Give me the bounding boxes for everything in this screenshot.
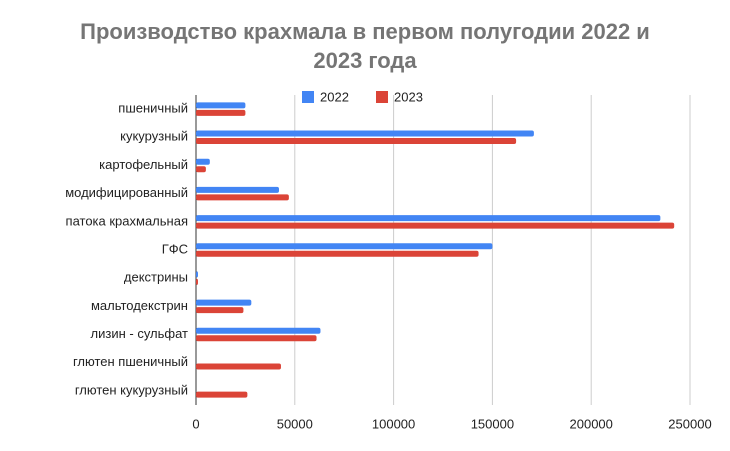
bar <box>196 250 479 257</box>
bar <box>196 299 252 306</box>
bar <box>196 307 244 314</box>
y-tick-label: глютен пшеничный <box>73 354 188 369</box>
bar <box>196 166 206 173</box>
bar <box>196 327 321 334</box>
legend-label: 2022 <box>320 89 349 104</box>
chart-title: Производство крахмала в первом полугодии… <box>80 19 650 44</box>
x-tick-label: 200000 <box>570 416 613 431</box>
bar <box>196 243 493 250</box>
bar <box>196 391 248 398</box>
y-tick-label: ГФС <box>162 241 188 256</box>
bar <box>196 335 317 342</box>
y-tick-label: кукурузный <box>120 129 188 144</box>
bar <box>196 130 534 137</box>
bar <box>196 109 246 116</box>
bar <box>196 215 661 222</box>
x-tick-label: 50000 <box>277 416 313 431</box>
y-tick-label: модифицированный <box>65 185 188 200</box>
x-tick-label: 150000 <box>471 416 514 431</box>
bar <box>196 158 210 165</box>
bar <box>196 102 246 109</box>
bar <box>196 186 279 193</box>
bar <box>196 138 517 145</box>
y-tick-label: пшеничный <box>118 101 188 116</box>
y-tick-label: мальтодекстрин <box>91 298 188 313</box>
y-tick-label: глютен кукурузный <box>75 382 188 397</box>
bar <box>196 271 198 278</box>
legend-swatch <box>302 91 314 103</box>
y-tick-label: лизин - сульфат <box>91 326 189 341</box>
y-tick-label: картофельный <box>99 157 188 172</box>
legend-swatch <box>376 91 388 103</box>
y-tick-label: патока крахмальная <box>66 213 188 228</box>
chart-title: 2023 года <box>313 48 417 73</box>
bar <box>196 363 281 370</box>
x-tick-label: 0 <box>192 416 199 431</box>
bar <box>196 222 675 229</box>
y-tick-label: декстрины <box>124 270 188 285</box>
x-tick-label: 250000 <box>668 416 711 431</box>
legend-label: 2023 <box>394 89 423 104</box>
bar <box>196 194 289 201</box>
bar <box>196 278 198 285</box>
x-tick-label: 100000 <box>372 416 415 431</box>
